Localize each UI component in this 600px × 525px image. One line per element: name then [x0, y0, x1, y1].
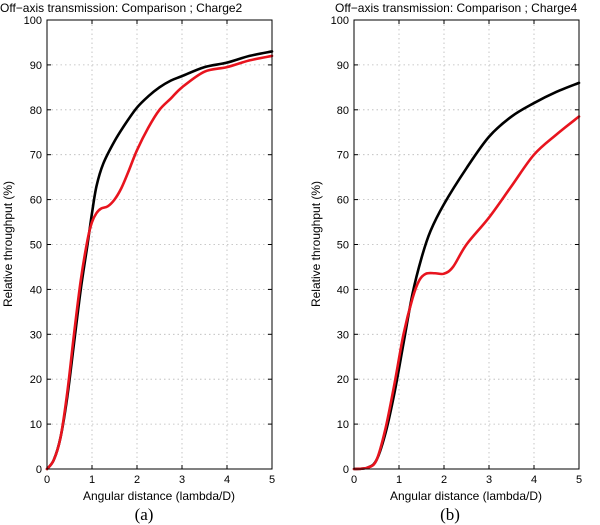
y-tick-label: 100	[24, 15, 42, 27]
y-tick-label: 30	[337, 329, 349, 341]
y-tick-label: 60	[30, 195, 42, 207]
y-tick-label: 80	[337, 105, 349, 117]
x-tick-label: 4	[531, 474, 537, 486]
y-tick-label: 40	[30, 284, 42, 296]
grid	[47, 20, 272, 469]
y-tick-label: 10	[337, 419, 349, 431]
y-tick-label: 40	[337, 284, 349, 296]
y-tick-label: 90	[30, 60, 42, 72]
x-tick-label: 5	[576, 474, 582, 486]
y-axis-label: Relative throughput (%)	[1, 181, 15, 307]
y-tick-label: 30	[30, 329, 42, 341]
x-tick-label: 3	[486, 474, 492, 486]
y-tick-label: 0	[36, 464, 42, 476]
y-tick-label: 60	[337, 195, 349, 207]
y-tick-label: 100	[331, 15, 349, 27]
grid	[354, 20, 579, 469]
series-group	[352, 81, 581, 471]
series-group	[45, 50, 274, 471]
x-tick-label: 5	[269, 474, 275, 486]
y-tick-label: 0	[343, 464, 349, 476]
series-line-red	[45, 54, 274, 471]
y-tick-label: 90	[337, 60, 349, 72]
series-line-red	[352, 115, 581, 471]
panel-label: (a)	[135, 505, 154, 524]
x-tick-label: 3	[179, 474, 185, 486]
x-tick-label: 1	[396, 474, 402, 486]
y-tick-label: 80	[30, 105, 42, 117]
y-tick-label: 10	[30, 419, 42, 431]
y-tick-label: 50	[337, 240, 349, 252]
x-axis-label: Angular distance (lambda/D)	[83, 489, 235, 503]
x-tick-label: 0	[44, 474, 50, 486]
x-tick-label: 2	[441, 474, 447, 486]
y-tick-label: 70	[337, 150, 349, 162]
chart-title: Off−axis transmission: Comparison ; Char…	[335, 1, 578, 15]
panel-label: (b)	[440, 505, 460, 524]
y-tick-label: 70	[30, 150, 42, 162]
y-tick-label: 20	[337, 374, 349, 386]
x-tick-label: 0	[351, 474, 357, 486]
y-tick-label: 20	[30, 374, 42, 386]
y-axis-label: Relative throughput (%)	[309, 181, 323, 307]
x-tick-label: 4	[224, 474, 230, 486]
x-tick-label: 2	[134, 474, 140, 486]
x-tick-label: 1	[89, 474, 95, 486]
x-axis-label: Angular distance (lambda/D)	[390, 489, 542, 503]
y-tick-label: 50	[30, 240, 42, 252]
chart-title: Off−axis transmission: Comparison ; Char…	[0, 1, 243, 15]
